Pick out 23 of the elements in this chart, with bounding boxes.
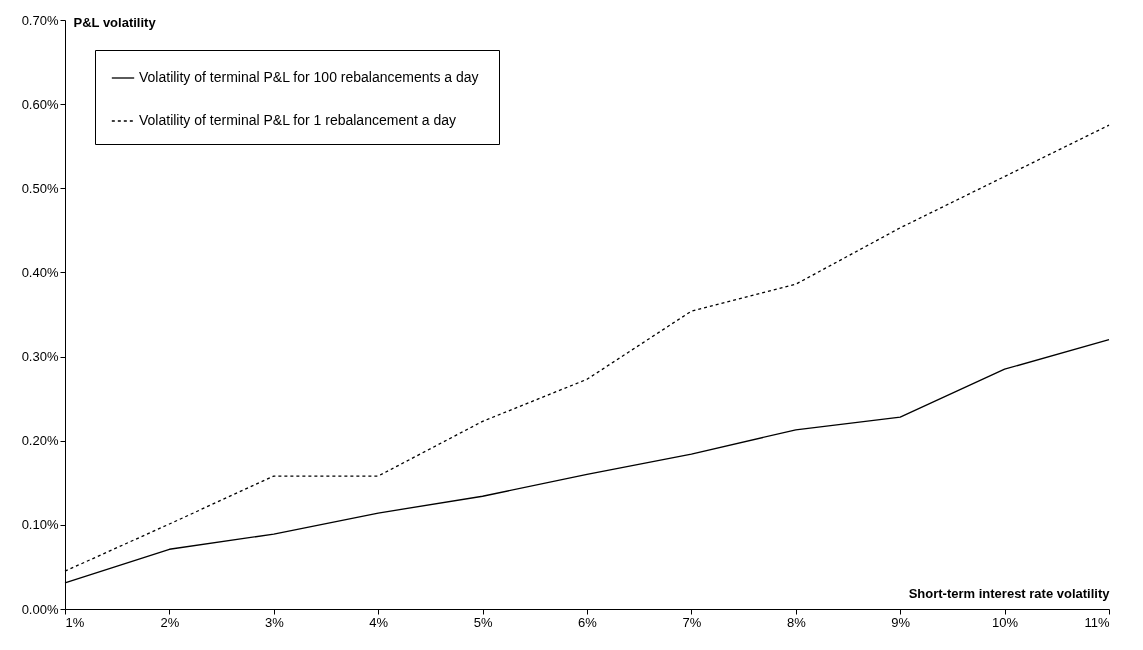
- y-tick-label: 0.70%: [21, 12, 59, 28]
- x-tick-label: 6%: [578, 614, 598, 630]
- x-tick-label: 1%: [65, 614, 85, 630]
- x-tick-label: 2%: [160, 614, 180, 630]
- y-tick-label: 0.30%: [21, 349, 59, 365]
- x-tick-label: 7%: [682, 614, 702, 630]
- y-tick-label: 0.40%: [21, 264, 59, 280]
- y-tick-label: 0.60%: [21, 96, 59, 112]
- x-tick-label: 8%: [786, 614, 807, 630]
- y-axis-title: P&L volatility: [73, 14, 157, 30]
- y-tick-label: 0.00%: [21, 601, 59, 617]
- y-tick-label: 0.10%: [21, 517, 59, 533]
- x-tick-label: 4%: [369, 614, 389, 630]
- y-tick-label: 0.20%: [21, 433, 59, 449]
- x-tick-label: 3%: [264, 614, 285, 630]
- legend-label: Volatility of terminal P&L for 100 rebalancements a day: [139, 69, 479, 85]
- x-tick-label: 5%: [473, 614, 493, 630]
- legend-label: Volatility of terminal P&L for 1 rebalancement a day: [139, 112, 456, 128]
- x-tick-label: 10%: [992, 614, 1019, 630]
- y-tick-label: 0.50%: [21, 180, 59, 196]
- x-tick-label: 11%: [1084, 614, 1110, 630]
- x-tick-label: 9%: [891, 614, 911, 630]
- x-axis-title: Short-term interest rate volatility: [908, 585, 1111, 601]
